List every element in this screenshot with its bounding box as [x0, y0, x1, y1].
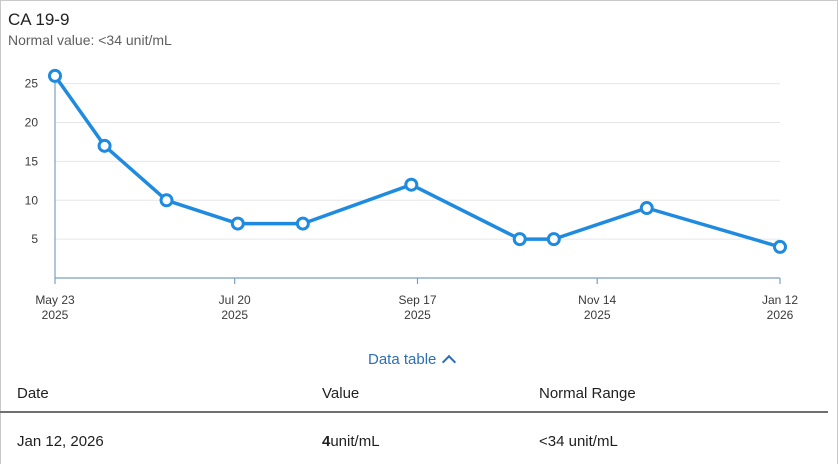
row-value-number: 4 — [322, 433, 331, 450]
data-point-4 — [295, 216, 310, 231]
y-tick-label-15: 15 — [25, 154, 39, 168]
y-tick-label-25: 25 — [25, 77, 39, 91]
data-table-toggle-label: Data table — [368, 351, 437, 368]
chevron-up-icon — [442, 354, 457, 370]
data-point-7 — [546, 232, 561, 247]
x-tick-label-1: Jul 20 — [219, 293, 251, 307]
data-point-1 — [97, 138, 112, 153]
table-row: Jan 12, 2026 4unit/mL <34 unit/mL — [0, 413, 828, 463]
x-tick-year-0: 2025 — [42, 308, 69, 322]
data-point-3 — [230, 216, 245, 231]
x-tick-year-2: 2025 — [404, 308, 431, 322]
data-point-8 — [639, 201, 654, 216]
data-point-2 — [159, 193, 174, 208]
y-tick-label-20: 20 — [25, 116, 39, 130]
normal-value-subtitle: Normal value: <34 unit/mL — [8, 32, 172, 48]
data-point-5 — [404, 177, 419, 192]
row-value: 4unit/mL — [322, 433, 380, 450]
header-value: Value — [322, 385, 360, 402]
row-value-unit: unit/mL — [330, 433, 380, 450]
data-point-0 — [48, 68, 62, 83]
y-tick-label-5: 5 — [31, 232, 38, 246]
x-tick-label-2: Sep 17 — [398, 293, 436, 307]
chart-title: CA 19-9 — [8, 10, 70, 29]
header-normal-range: Normal Range — [539, 385, 636, 402]
x-tick-label-0: May 23 — [35, 293, 75, 307]
x-tick-year-1: 2025 — [221, 308, 248, 322]
x-tick-year-4: 2026 — [767, 308, 794, 322]
table-header-row: Date Value Normal Range — [0, 374, 828, 413]
data-table-toggle[interactable]: Data table — [368, 351, 457, 370]
y-tick-label-10: 10 — [25, 193, 39, 207]
header-date: Date — [17, 385, 49, 402]
x-tick-label-4: Jan 12 — [762, 293, 798, 307]
row-normal-range: <34 unit/mL — [539, 433, 618, 450]
x-tick-year-3: 2025 — [584, 308, 611, 322]
data-point-9 — [773, 239, 787, 254]
data-point-6 — [512, 232, 527, 247]
data-table: Date Value Normal Range Jan 12, 2026 4un… — [0, 374, 828, 463]
row-date: Jan 12, 2026 — [17, 433, 104, 450]
x-tick-label-3: Nov 14 — [578, 293, 616, 307]
series-line-0 — [53, 74, 781, 249]
